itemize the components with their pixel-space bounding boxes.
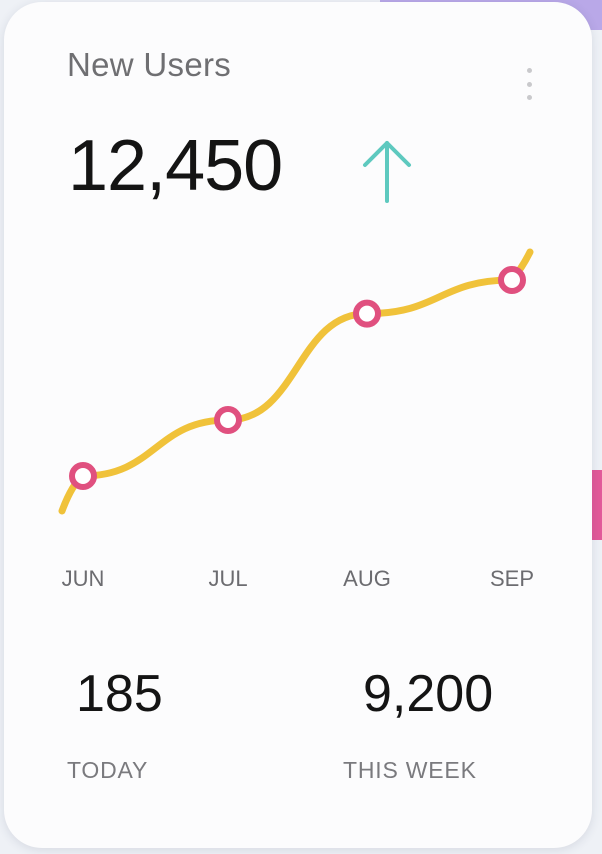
series-line bbox=[58, 248, 534, 515]
total-new-users-value: 12,450 bbox=[68, 126, 283, 206]
background-accent bbox=[592, 470, 602, 540]
today-value: 185 bbox=[76, 665, 163, 723]
data-point-aug[interactable] bbox=[353, 299, 381, 328]
this-week-value: 9,200 bbox=[363, 665, 494, 723]
x-axis-label-jul: JUL bbox=[208, 566, 247, 591]
x-axis-label-jun: JUN bbox=[62, 566, 105, 591]
kebab-menu-icon[interactable] bbox=[523, 68, 535, 100]
new-users-card: New Users 12,450 JUN JUL AUG SEP 185 TODAY … bbox=[4, 2, 592, 848]
x-axis-label-sep: SEP bbox=[490, 566, 534, 591]
card-title: New Users bbox=[67, 46, 232, 83]
data-point-sep[interactable] bbox=[498, 266, 526, 294]
data-point-jun[interactable] bbox=[69, 462, 97, 490]
data-point-jul[interactable] bbox=[214, 406, 242, 434]
new-users-line-chart: JUN JUL AUG SEP bbox=[58, 248, 534, 591]
x-axis-label-aug: AUG bbox=[343, 566, 391, 591]
arrow-up-icon bbox=[363, 141, 411, 203]
this-week-label: THIS WEEK bbox=[343, 757, 477, 783]
today-label: TODAY bbox=[67, 757, 149, 783]
